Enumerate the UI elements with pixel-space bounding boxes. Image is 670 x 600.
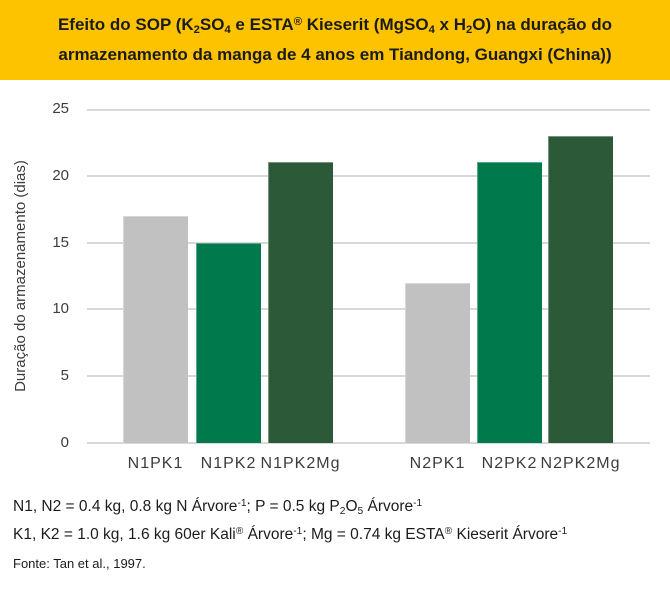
bar-N1PK2Mg (268, 162, 333, 443)
x-axis-labels: N1PK1 N1PK2 N1PK2Mg N2PK1 N2PK2 N2PK2Mg (87, 455, 650, 477)
x-axis-label: N1PK2 (200, 455, 257, 472)
x-axis-label: N2PK1 (409, 455, 466, 472)
x-axis-label: N1PK1 (127, 455, 184, 472)
source-note: Fonte: Tan et al., 1997. (13, 556, 146, 571)
plot-area (87, 109, 650, 444)
bar-chart: Duração do armazenamento (dias) 0 5 10 15 20… (0, 80, 670, 485)
footnote-block: N1, N2 = 0.4 kg, 0.8 kg N Árvore-1; P = … (13, 494, 663, 550)
y-tick-label: 0 (60, 434, 69, 451)
footnote-line2: K1, K2 = 1.0 kg, 1.6 kg 60er Kali® Árvor… (13, 526, 568, 543)
gridline (87, 175, 650, 177)
footnote-line1: N1, N2 = 0.4 kg, 0.8 kg N Árvore-1; P = … (13, 498, 423, 517)
chart-title-line2: armazenamento da manga de 4 anos em Tian… (58, 45, 612, 64)
y-tick-label: 25 (52, 100, 69, 117)
y-tick-label: 20 (52, 167, 69, 184)
bar-N2PK2 (477, 162, 542, 443)
gridline (87, 308, 650, 310)
gridline (87, 242, 650, 244)
bar-N2PK2Mg (548, 136, 613, 443)
bar-N2PK1 (405, 283, 470, 443)
x-axis-label: N1PK2Mg (260, 455, 341, 472)
x-axis-label: N2PK2Mg (540, 455, 621, 472)
chart-title-line1: Efeito do SOP (K2SO4 e ESTA® Kieserit (M… (57, 15, 613, 37)
y-axis-tick-labels: 0 5 10 15 20 25 (0, 100, 78, 451)
x-axis-baseline (87, 442, 650, 444)
gridline (87, 109, 650, 111)
y-tick-label: 15 (52, 234, 69, 251)
x-axis-label: N2PK2 (481, 455, 538, 472)
y-tick-label: 5 (60, 367, 69, 384)
bar-N1PK1 (123, 216, 188, 443)
bar-N1PK2 (196, 243, 261, 443)
gridline (87, 375, 650, 377)
y-tick-label: 10 (52, 300, 69, 317)
title-banner: Efeito do SOP (K2SO4 e ESTA® Kieserit (M… (0, 0, 670, 80)
